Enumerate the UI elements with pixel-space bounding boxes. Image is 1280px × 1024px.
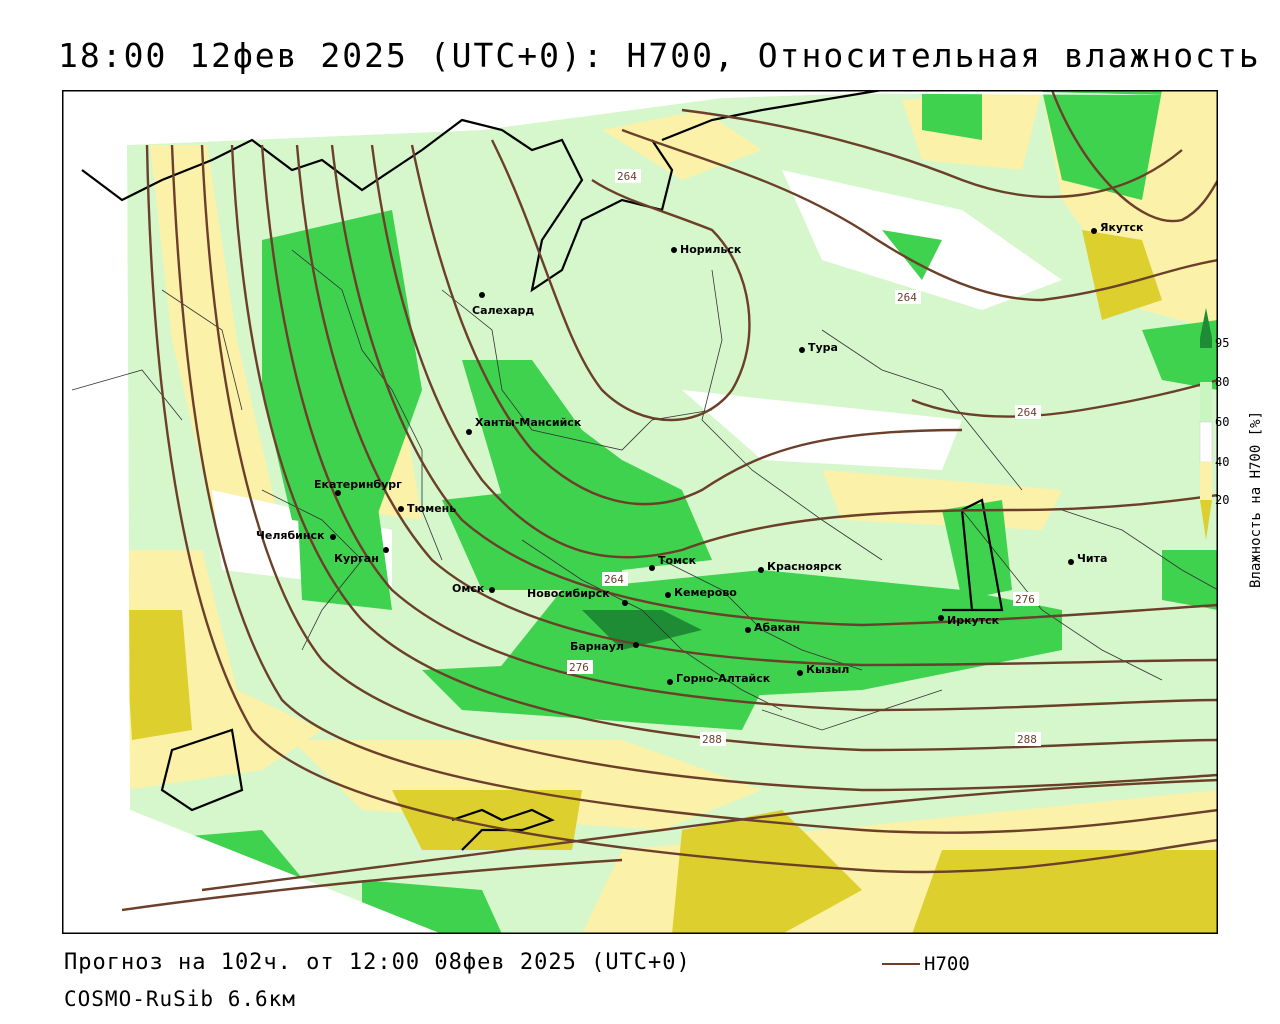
city-label: Барнаул <box>570 640 624 653</box>
contour-label: 276 <box>569 661 589 674</box>
admin-boundaries <box>71 249 1218 731</box>
h700-legend-label: H700 <box>924 953 970 975</box>
outside-domain-bottom <box>62 810 442 934</box>
colorbar-tick: 80 <box>1215 375 1229 389</box>
contour-label: 288 <box>702 733 722 746</box>
city-label: Кызыл <box>806 663 849 676</box>
city-label: Екатеринбург <box>314 478 402 491</box>
colorbar-tick: 40 <box>1215 455 1229 469</box>
forecast-info: Прогноз на 102ч. от 12:00 08фев 2025 (UT… <box>64 950 691 975</box>
h700-legend-line <box>882 963 920 965</box>
colorbar-title: Влажность на H700 [%] <box>1248 411 1264 588</box>
contour-labels: 264 264 264 264 276 276 288 288 <box>567 169 1041 746</box>
city-label: Курган <box>334 552 379 565</box>
city-label: Новосибирск <box>527 587 610 600</box>
city-label: Кемерово <box>674 586 737 599</box>
map-frame <box>62 90 1218 934</box>
city-label: Салехард <box>472 304 534 317</box>
city-label: Чита <box>1077 552 1107 565</box>
outside-domain-left <box>62 90 130 810</box>
colorbar-triangle-top <box>1200 308 1212 338</box>
weather-map: 264 264 264 264 276 276 288 288 Норильск… <box>62 90 1218 934</box>
colorbar: 95 80 60 40 20 <box>1199 308 1229 540</box>
colorbar-tick: 20 <box>1215 493 1229 507</box>
city-label: Норильск <box>680 243 742 256</box>
page-title: 18:00 12фев 2025 (UTC+0): H700, Относите… <box>58 36 1261 75</box>
city-label: Иркутск <box>947 614 1000 627</box>
city-label: Горно-Алтайск <box>676 672 771 685</box>
colorbar-title-text: Влажность на H700 [%] <box>1248 411 1264 588</box>
city-label: Ханты-Мансийск <box>475 416 582 429</box>
outside-domain-top <box>62 90 1167 145</box>
contour-label: 264 <box>604 573 624 586</box>
city-label: Тура <box>808 341 838 354</box>
h700-contours <box>121 90 1218 912</box>
city-label: Красноярск <box>767 560 842 573</box>
contour-label: 264 <box>617 170 637 183</box>
city-label: Томск <box>658 554 697 567</box>
city-label: Омск <box>452 582 485 595</box>
city-label: Тюмень <box>407 502 456 515</box>
model-name: COSMO-RuSib 6.6км <box>64 987 296 1011</box>
city-label: Якутск <box>1100 221 1144 234</box>
city-label: Челябинск <box>256 529 325 542</box>
contour-label: 288 <box>1017 733 1037 746</box>
colorbar-tick: 95 <box>1215 336 1229 350</box>
contour-label: 276 <box>1015 593 1035 606</box>
colorbar-tick: 60 <box>1215 415 1229 429</box>
colorbar-triangle-bottom <box>1200 500 1212 540</box>
cities: Норильск Якутск Салехард Тура Ханты-Манс… <box>256 221 1144 685</box>
contour-label: 264 <box>1017 406 1037 419</box>
contour-label: 264 <box>897 291 917 304</box>
city-label: Абакан <box>754 621 800 634</box>
